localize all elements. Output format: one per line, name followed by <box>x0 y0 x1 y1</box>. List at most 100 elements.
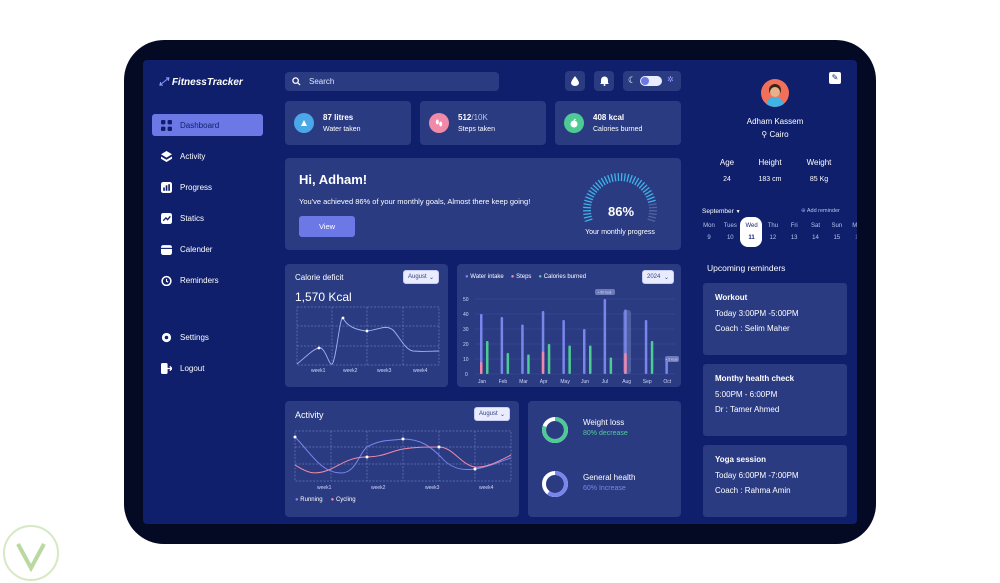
activity-legend: ● Running ● Cycling <box>295 497 356 503</box>
calendar-day-name: Mon <box>703 223 715 229</box>
x-tick: Jan <box>478 379 486 385</box>
gauge-tick <box>586 193 595 198</box>
sidebar-item-dashboard[interactable]: Dashboard <box>152 114 263 136</box>
calendar-day-number[interactable]: 15 <box>833 235 841 241</box>
bar-water <box>665 360 668 374</box>
calendar-day-number[interactable]: 12 <box>769 235 777 241</box>
gauge-tick <box>583 212 592 216</box>
x-tick: Jun <box>581 379 589 385</box>
sidebar-item-label: Dashboard <box>180 120 220 130</box>
calendar-day-name: Fri <box>790 223 798 229</box>
x-tick: week2 <box>371 485 386 491</box>
reminder-card[interactable]: Monthy health check 5:00PM - 6:00PM Dr :… <box>703 364 847 436</box>
data-point <box>437 445 441 449</box>
calendar-day-number[interactable]: 11 <box>748 235 755 241</box>
legend-item: ● Water intake <box>465 274 504 280</box>
app-screen: ⤢ FitnessTracker Dashboard Activity Prog… <box>143 60 857 524</box>
gauge-tick <box>610 173 614 182</box>
sidebar-item-calender[interactable]: Calender <box>152 238 263 260</box>
reminder-person: Coach : Selim Maher <box>715 324 790 333</box>
progress-label: Your monthly progress <box>585 229 655 236</box>
reminder-card[interactable]: Yoga session Today 6:00PM -7:00PM Coach … <box>703 445 847 517</box>
calorie-month-dropdown[interactable]: August ⌄ <box>403 270 439 284</box>
ring-progress <box>542 417 568 443</box>
toggle-switch[interactable] <box>640 76 662 86</box>
legend-item: ● Calories burned <box>538 274 587 280</box>
x-tick: week1 <box>317 485 332 491</box>
month-labels: Jan Feb Mar Apr May Jun Jul Aug Sep Oct <box>478 379 672 385</box>
data-point <box>317 346 321 350</box>
reminder-card[interactable]: Workout Today 3:00PM -5:00PM Coach : Sel… <box>703 283 847 355</box>
watermark-logo <box>3 525 59 581</box>
activity-month-dropdown[interactable]: August ⌄ <box>474 407 510 421</box>
app-name: FitnessTracker <box>171 77 243 88</box>
bar-steps <box>480 362 483 374</box>
bar-water <box>562 320 565 374</box>
health-sub: 60% Increase <box>583 485 626 492</box>
calendar-day-number[interactable]: 10 <box>726 235 734 241</box>
greeting-title: Hi, Adham! <box>299 172 368 187</box>
gauge-tick <box>592 184 600 191</box>
calendar-day-number[interactable]: 13 <box>790 235 798 241</box>
month-selector[interactable]: September ▼ <box>702 208 741 215</box>
sidebar-item-label: Progress <box>180 182 213 192</box>
dropdown-value: August <box>479 411 498 417</box>
calendar-day-number[interactable]: 16 <box>854 235 857 241</box>
notifications-button[interactable] <box>594 71 614 91</box>
profile-name: Adham Kassem <box>746 117 804 126</box>
calendar-day-name: Sat <box>810 223 820 229</box>
bar-steps <box>541 351 545 374</box>
sidebar-item-activity[interactable]: Activity <box>152 145 263 167</box>
sidebar-item-reminders[interactable]: Reminders <box>152 269 263 291</box>
water-drop-button[interactable] <box>565 71 585 91</box>
data-point <box>401 437 405 441</box>
bar-water <box>521 324 524 374</box>
gauge-tick <box>648 206 657 209</box>
location-pin-icon: ⚲ <box>761 130 768 139</box>
search-input[interactable]: Search <box>285 72 499 91</box>
y-tick: 40 <box>463 312 469 318</box>
metric-label: Height <box>758 158 782 167</box>
edit-profile-button[interactable]: ✎ <box>829 72 841 84</box>
calendar-day-number[interactable]: 14 <box>812 235 819 241</box>
sidebar-item-settings[interactable]: Settings <box>152 326 263 348</box>
search-placeholder: Search <box>309 77 335 86</box>
gauge-tick <box>594 181 602 189</box>
gauge-tick <box>607 174 611 183</box>
bar-water <box>644 320 648 374</box>
view-button[interactable]: View <box>299 216 355 237</box>
calendar-day-name: Tues <box>723 223 737 229</box>
data-point <box>341 316 345 320</box>
moon-icon: ☾ <box>628 75 637 85</box>
chevron-down-icon: ⌄ <box>663 274 669 281</box>
reminder-time: Today 3:00PM -5:00PM <box>715 309 799 318</box>
selected-day-highlight <box>740 217 762 247</box>
gauge-tick <box>638 181 646 189</box>
sidebar-item-logout[interactable]: Logout <box>152 357 263 379</box>
reminder-title: Workout <box>715 293 748 302</box>
sidebar-item-statics[interactable]: Statics <box>152 207 263 229</box>
calendar-day-number[interactable]: 9 <box>707 235 711 241</box>
gauge-tick <box>584 199 593 204</box>
stat-value: 408 kcal <box>593 113 625 122</box>
gauge-tick <box>584 218 593 223</box>
avatar[interactable] <box>761 79 789 107</box>
y-tick: 0 <box>465 372 468 378</box>
water-icon <box>294 113 314 133</box>
sidebar-item-progress[interactable]: Progress <box>152 176 263 198</box>
app-logo[interactable]: ⤢ FitnessTracker <box>159 76 243 89</box>
bar-water <box>583 329 586 374</box>
metric-value: 183 cm <box>758 176 782 183</box>
gauge-tick <box>647 218 656 223</box>
x-tick: week4 <box>479 485 494 491</box>
gauge-tick <box>647 199 656 204</box>
health-card: Weight loss 80% decrease General health … <box>528 401 681 517</box>
stat-label: Calories burned <box>593 126 643 133</box>
year-dropdown[interactable]: 2024 ⌄ <box>642 270 674 284</box>
reminder-title: Monthy health check <box>715 374 795 383</box>
add-reminder-button[interactable]: ⊕ Add reminder <box>801 208 840 214</box>
greeting-message: You've achieved 86% of your monthly goal… <box>299 197 531 206</box>
activity-title: Activity <box>295 410 324 420</box>
x-tick: week3 <box>377 368 392 374</box>
theme-toggle[interactable]: ☾ ✲ <box>623 71 681 91</box>
